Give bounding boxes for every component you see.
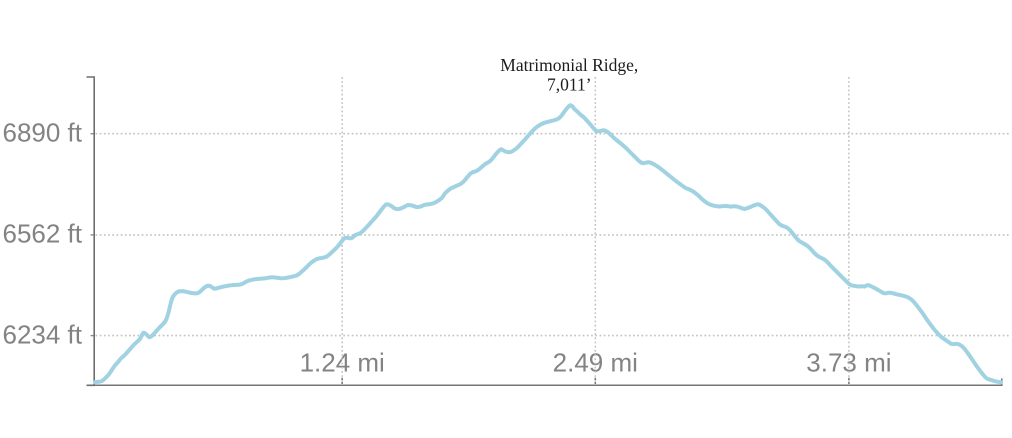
svg-text:6562 ft: 6562 ft xyxy=(2,219,82,249)
svg-text:6234 ft: 6234 ft xyxy=(2,319,82,349)
svg-text:Matrimonial Ridge,: Matrimonial Ridge, xyxy=(500,55,638,75)
svg-text:7,011’: 7,011’ xyxy=(547,74,592,94)
svg-text:6890 ft: 6890 ft xyxy=(2,117,82,147)
